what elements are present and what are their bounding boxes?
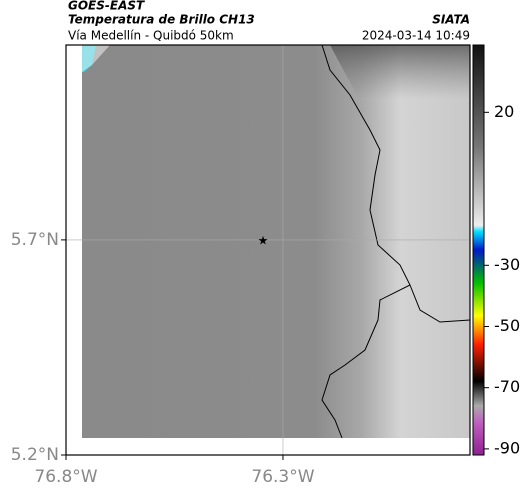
product: Temperatura de Brillo CH13 — [68, 13, 255, 27]
colorbar-label: -70 — [494, 377, 520, 396]
region: Vía Medellín - Quibdó 50km — [68, 29, 234, 43]
satellite: GOES-EAST — [68, 0, 145, 13]
light-patch — [82, 45, 110, 72]
city-marker: ★ — [258, 234, 269, 248]
border-line — [321, 44, 471, 439]
lat-label: 5.7°N — [11, 230, 59, 250]
lat-label: 5.2°N — [11, 445, 59, 465]
cold-cloud — [330, 45, 470, 180]
lon-label: 76.8°W — [34, 467, 97, 487]
timestamp: 2024-03-14 10:49 — [362, 29, 470, 43]
colorbar — [472, 44, 485, 456]
source: SIATA — [432, 13, 470, 27]
map-frame — [65, 44, 471, 456]
colorbar-label: -50 — [494, 316, 520, 335]
colorbar-label: 20 — [494, 102, 514, 121]
colorbar-label: -90 — [494, 438, 520, 457]
colorbar-label: -30 — [494, 255, 520, 274]
lon-label: 76.3°W — [251, 467, 314, 487]
